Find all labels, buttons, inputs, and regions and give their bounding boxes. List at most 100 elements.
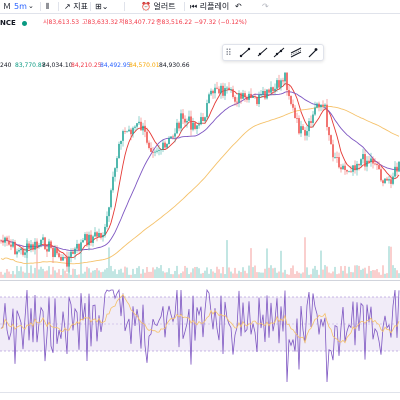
volume-bar <box>0 271 2 278</box>
volume-bar <box>216 266 218 278</box>
candle-body <box>168 138 170 145</box>
volume-bar <box>256 272 258 278</box>
toolbar-divider <box>90 2 91 11</box>
toolbar-divider <box>40 2 41 11</box>
volume-bar <box>42 268 44 278</box>
candle-body <box>210 90 212 95</box>
indicators-button[interactable]: ↗ 지표 <box>64 1 88 12</box>
candle-body <box>268 89 270 93</box>
volume-bars <box>0 237 400 278</box>
ma-value: 84,492.95 <box>100 62 131 69</box>
candle-body <box>152 151 154 153</box>
candle-body <box>368 160 370 163</box>
volume-bar <box>386 273 388 278</box>
volume-bar <box>276 272 278 278</box>
candle-body <box>176 122 178 134</box>
volume-bar <box>372 269 374 278</box>
volume-bar <box>18 271 20 278</box>
candle-body <box>150 148 152 152</box>
volume-bar <box>354 265 356 278</box>
candle-body <box>30 244 32 249</box>
candle-body <box>76 243 78 249</box>
candle-body <box>378 165 380 170</box>
volume-bar <box>212 271 214 278</box>
ma-value: 84,034.10 <box>42 62 73 69</box>
candle-body <box>8 240 10 245</box>
volume-bar <box>306 267 308 278</box>
volume-bar <box>132 268 134 278</box>
layout-icon[interactable]: ⊞⌄ <box>95 2 109 11</box>
ray-line-icon[interactable] <box>256 47 268 58</box>
volume-bar <box>142 269 144 278</box>
volume-bar <box>210 269 212 278</box>
candle-body <box>154 151 156 153</box>
volume-bar <box>86 266 88 278</box>
ohlc-close: 종83,516.22 <box>156 19 193 26</box>
volume-bar <box>158 268 160 278</box>
volume-bar <box>348 266 350 278</box>
volume-bar <box>382 265 384 278</box>
volume-bar <box>10 274 12 278</box>
volume-bar <box>110 265 112 278</box>
volume-bar <box>228 267 230 278</box>
candle-body <box>278 80 280 88</box>
chevron-down-icon[interactable]: ⌄ <box>28 2 34 10</box>
candle-body <box>54 248 56 257</box>
volume-bar <box>16 265 18 278</box>
toolbar-divider <box>184 2 185 11</box>
volume-bar <box>122 272 124 278</box>
volume-bar <box>82 273 84 278</box>
volume-bar <box>108 247 110 278</box>
candle-type-icon[interactable]: ⫴ <box>46 2 50 11</box>
candle-body <box>24 252 26 255</box>
candle-body <box>218 88 220 94</box>
volume-bar <box>248 265 250 278</box>
candle-body <box>388 179 390 181</box>
alert-button[interactable]: ⏰ 얼러트 <box>141 1 176 12</box>
volume-bar <box>384 273 386 278</box>
menu-icon[interactable]: Ｍ <box>3 2 11 11</box>
volume-bar <box>34 267 36 278</box>
candle-body <box>88 234 90 246</box>
volume-bar <box>328 272 330 278</box>
candle-body <box>34 241 36 250</box>
volume-bar <box>294 273 296 278</box>
ohlc-high: 고83,633.32 <box>82 19 119 26</box>
volume-bar <box>4 272 6 278</box>
volume-bar <box>334 266 336 278</box>
ma-line-long <box>0 105 400 265</box>
ma-value: 240 <box>0 62 12 69</box>
volume-bar <box>330 273 332 278</box>
volume-bar <box>62 268 64 278</box>
trend-line-icon[interactable] <box>239 47 251 58</box>
volume-bar <box>144 272 146 278</box>
drag-handle-icon[interactable] <box>226 48 231 56</box>
symbol-name: NCE <box>0 19 16 27</box>
interval-button[interactable]: 5m <box>14 2 27 11</box>
brush-icon[interactable] <box>307 47 319 58</box>
volume-bar <box>206 267 208 278</box>
volume-bar <box>380 274 382 278</box>
undo-icon[interactable]: ↶ <box>235 2 242 11</box>
candle-body <box>356 163 358 171</box>
volume-bar <box>230 271 232 278</box>
volume-bar <box>290 268 292 278</box>
volume-bar <box>174 270 176 278</box>
extended-line-icon[interactable] <box>273 47 285 58</box>
volume-bar <box>88 268 90 278</box>
candle-body <box>364 154 366 167</box>
drawing-toolbar[interactable] <box>222 44 324 61</box>
replay-button[interactable]: ⏮ 리플레이 <box>190 1 229 12</box>
candle-body <box>374 163 376 165</box>
redo-icon[interactable]: ↷ <box>262 2 269 11</box>
volume-bar <box>194 267 196 278</box>
candle-body <box>78 243 80 251</box>
candle-body <box>196 125 198 129</box>
ohlc-low: 저83,407.72 <box>119 19 156 26</box>
candle-body <box>62 257 64 261</box>
ma-line-medium <box>0 91 400 251</box>
candle-body <box>206 103 208 118</box>
candle-body <box>194 122 196 129</box>
parallel-channel-icon[interactable] <box>290 47 302 58</box>
